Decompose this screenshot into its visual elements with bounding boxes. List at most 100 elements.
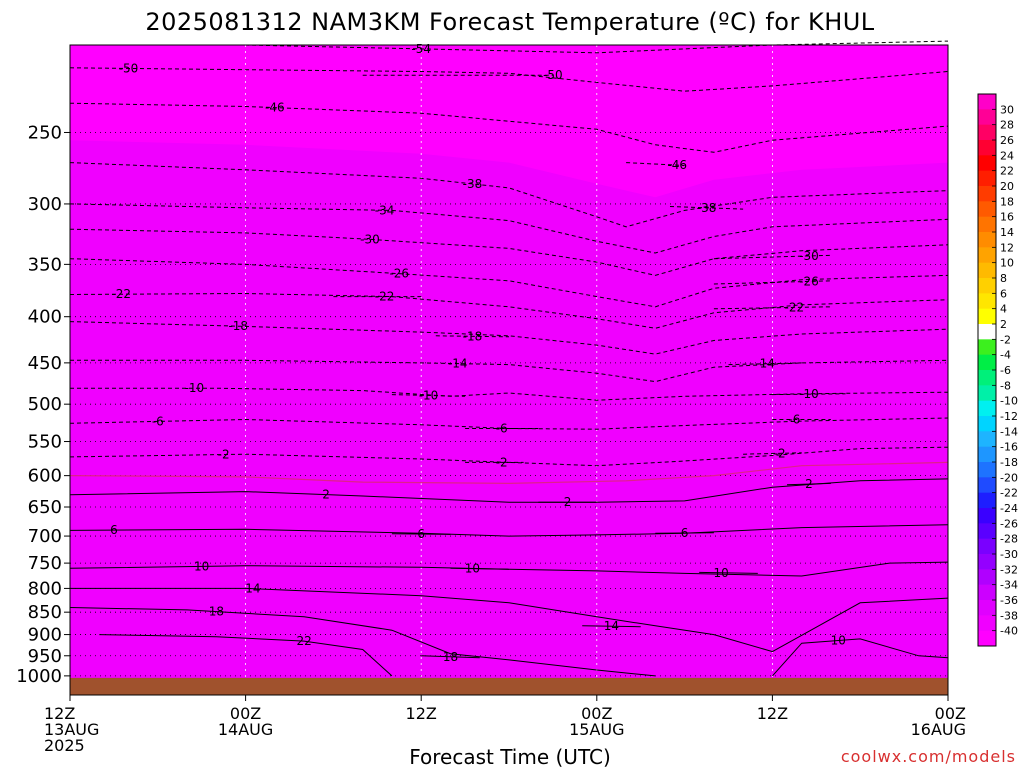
colorbar-tick-label: -38: [1000, 609, 1018, 622]
y-tick-label: 800: [28, 578, 62, 599]
y-tick-label: 400: [28, 307, 62, 328]
isotherm-line: [713, 254, 831, 260]
contour-label: 18: [443, 650, 458, 664]
contour-label: 14: [245, 582, 260, 596]
colorbar-tick-label: 16: [1000, 211, 1014, 224]
y-tick-label: 300: [28, 194, 62, 215]
colorbar-tick-label: -34: [1000, 579, 1018, 592]
colorbar-tick-label: 22: [1000, 165, 1014, 178]
y-tick-label: 750: [28, 553, 62, 574]
contour-label: -26: [799, 274, 819, 288]
isotherm-line: [69, 446, 949, 467]
colorbar-swatch: [978, 554, 996, 570]
x-tick-label: 12Z: [44, 704, 75, 723]
colorbar-tick-label: -26: [1000, 517, 1018, 530]
contour-label: 14: [604, 619, 619, 633]
colorbar-tick-label: 10: [1000, 257, 1014, 270]
contour-label: 6: [417, 527, 425, 541]
y-axis: 2503003504004505005506006507007508008509…: [16, 122, 70, 687]
colorbar-tick-label: -12: [1000, 410, 1018, 423]
colorbar-tick-label: 12: [1000, 241, 1014, 254]
contour-label: -50: [119, 61, 139, 75]
colorbar-tick-label: 14: [1000, 226, 1014, 239]
colorbar-tick-label: -22: [1000, 487, 1018, 500]
colorbar-swatch: [978, 140, 996, 156]
contour-label: -30: [799, 249, 819, 263]
colorbar-tick-label: -30: [1000, 548, 1018, 561]
isotherm-line: [743, 452, 802, 455]
isotherm-line: [69, 417, 949, 430]
contour-label: -2: [218, 448, 230, 462]
y-tick-label: 650: [28, 497, 62, 518]
contour-label: -22: [375, 290, 395, 304]
contour-label: 6: [681, 526, 689, 540]
contour-label: -18: [463, 329, 483, 343]
colorbar-tick-label: -40: [1000, 625, 1018, 638]
contour-label: 18: [209, 605, 224, 619]
credit-text: coolwx.com/models: [841, 747, 1016, 766]
colorbar-tick-label: -4: [1000, 349, 1011, 362]
y-tick-label: 850: [28, 602, 62, 623]
isotherm-contours: -54-50 -50-46-46-38-38-34-30-30-26-26-22-…: [69, 40, 949, 677]
isotherm-line: [69, 524, 949, 537]
colorbar-swatch: [978, 247, 996, 264]
plot-frame: [69, 44, 949, 696]
contour-label: 2: [322, 488, 330, 502]
isotherm-line: [772, 638, 949, 677]
colorbar-tick-label: -18: [1000, 456, 1018, 469]
contour-label: 6: [110, 523, 118, 537]
y-tick-label: 250: [28, 122, 62, 143]
isotherm-line: [421, 655, 480, 659]
colorbar-swatch: [978, 94, 996, 110]
x-tick-label: 00Z: [230, 704, 261, 723]
x-tick-label: 16AUG: [911, 720, 966, 739]
colorbar-tick-label: 2: [1000, 318, 1007, 331]
contour-label: -22: [785, 300, 805, 314]
contour-label: -2: [496, 455, 508, 469]
contour-label: 2: [805, 477, 813, 491]
contour-label: -30: [360, 232, 380, 246]
colorbar-tick-label: -14: [1000, 425, 1018, 438]
colorbar-swatch: [978, 508, 996, 524]
isotherm-line: [69, 321, 949, 355]
y-tick-label: 450: [28, 353, 62, 374]
colorbar-swatch: [978, 584, 996, 601]
colorbar-swatch: [978, 186, 996, 202]
x-tick-label: 14AUG: [218, 720, 273, 739]
y-tick-label: 600: [28, 466, 62, 487]
colorbar-tick-label: 30: [1000, 103, 1014, 116]
contour-label: 22: [296, 634, 311, 648]
colorbar-swatch: [978, 400, 996, 417]
contour-label: 10: [714, 566, 729, 580]
colorbar-swatch: [978, 278, 996, 294]
isotherm-line: [69, 607, 656, 677]
contour-label: -46: [667, 158, 687, 172]
contour-label: -54: [411, 42, 431, 56]
isotherm-line: [391, 394, 466, 397]
contour-label: -50: [543, 68, 563, 82]
colorbar-swatch: [978, 615, 996, 632]
colorbar-swatch: [978, 462, 996, 478]
isotherm-line: [69, 461, 949, 485]
contour-label: -2: [774, 446, 786, 460]
colorbar-tick-label: 18: [1000, 195, 1014, 208]
isotherm-line: [99, 634, 393, 677]
colorbar-tick-label: 28: [1000, 119, 1014, 132]
colorbar-tick-label: 8: [1000, 272, 1007, 285]
isotherm-line: [69, 292, 949, 329]
grid-lines: [69, 45, 949, 695]
contour-label: 10: [465, 562, 480, 576]
isotherm-line: [70, 587, 949, 653]
colorbar-swatch: [978, 308, 996, 325]
colorbar-swatch: [978, 232, 996, 248]
colorbar-tick-label: -28: [1000, 533, 1018, 546]
y-tick-label: 550: [28, 432, 62, 453]
isotherm-line: [728, 362, 802, 366]
colorbar-tick-label: -24: [1000, 502, 1018, 515]
contour-label: -6: [152, 414, 164, 428]
contour-label: -18: [228, 319, 248, 333]
colorbar-tick-label: -2: [1000, 333, 1011, 346]
isotherm-line: [70, 359, 949, 383]
colorbar-swatch: [978, 523, 996, 540]
